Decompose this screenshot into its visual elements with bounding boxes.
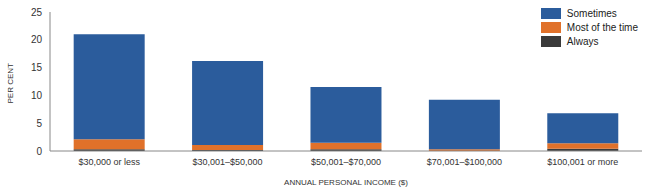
svg-text:$30,000 or less: $30,000 or less bbox=[78, 157, 140, 167]
svg-text:$30,001–$50,000: $30,001–$50,000 bbox=[193, 157, 263, 167]
svg-text:$50,001–$70,000: $50,001–$70,000 bbox=[311, 157, 381, 167]
html-text:Most of the time: Most of the time bbox=[566, 22, 638, 33]
html-text:Sometimes: Sometimes bbox=[566, 8, 617, 19]
svg-text:ANNUAL PERSONAL INCOME ($): ANNUAL PERSONAL INCOME ($) bbox=[284, 178, 408, 187]
svg-text:$70,001–$100,000: $70,001–$100,000 bbox=[427, 157, 502, 167]
svg-text:25: 25 bbox=[31, 7, 43, 18]
svg-text:10: 10 bbox=[31, 90, 43, 101]
svg-text:5: 5 bbox=[36, 118, 42, 129]
svg-text:PER CENT: PER CENT bbox=[8, 63, 15, 104]
svg-text:15: 15 bbox=[31, 62, 43, 73]
html-text:Always: Always bbox=[566, 36, 599, 47]
svg-text:0: 0 bbox=[36, 146, 42, 157]
svg-text:$100,001 or more: $100,001 or more bbox=[547, 157, 618, 167]
svg-text:20: 20 bbox=[31, 34, 43, 45]
